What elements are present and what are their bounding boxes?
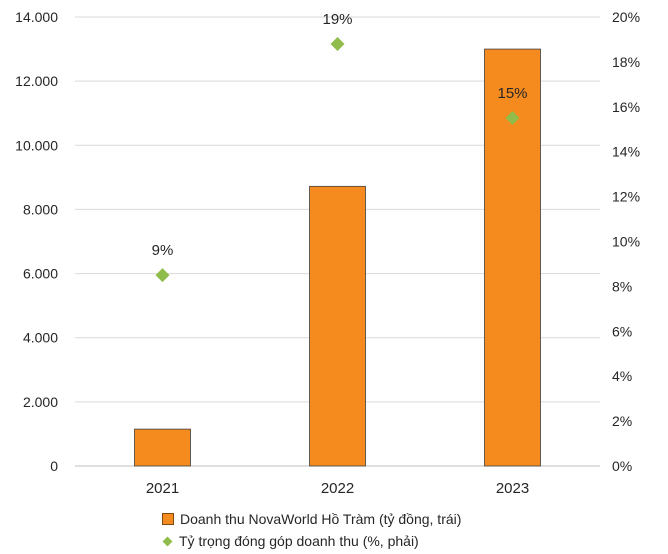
category-labels: 2021 2022 2023 [146, 480, 529, 497]
data-label: 9% [152, 242, 174, 259]
category-label: 2022 [321, 480, 354, 497]
right-tick-label: 10% [612, 234, 640, 250]
legend-item-bar: Doanh thu NovaWorld Hồ Tràm (tỷ đồng, tr… [162, 508, 461, 530]
legend-bar-swatch [162, 513, 174, 525]
left-tick-label: 2.000 [23, 394, 58, 410]
right-tick-label: 4% [612, 368, 632, 384]
diamond-point [330, 36, 345, 51]
legend-diamond-swatch [162, 536, 173, 546]
right-tick-label: 18% [612, 54, 640, 70]
left-tick-label: 6.000 [23, 266, 58, 282]
scatter-series: 9% 19% 15% [152, 11, 528, 283]
legend-label-bar: Doanh thu NovaWorld Hồ Tràm (tỷ đồng, tr… [180, 511, 462, 527]
right-tick-label: 14% [612, 144, 640, 160]
data-label: 15% [497, 85, 527, 102]
legend-label-scatter: Tỷ trọng đóng góp doanh thu (%, phải) [179, 533, 419, 549]
right-axis-ticks: 0% 2% 4% 6% 8% 10% 12% 14% 16% 18% 20% [612, 9, 640, 474]
right-tick-label: 16% [612, 99, 640, 115]
right-tick-label: 6% [612, 323, 632, 339]
left-tick-label: 8.000 [23, 201, 58, 217]
left-tick-label: 12.000 [15, 73, 58, 89]
diamond-point [155, 268, 170, 283]
bar-series [134, 48, 541, 467]
left-tick-label: 0 [50, 458, 58, 474]
diamond-point [505, 111, 520, 126]
data-label: 19% [322, 11, 352, 28]
right-tick-label: 8% [612, 278, 632, 294]
left-tick-label: 4.000 [23, 330, 58, 346]
right-tick-label: 12% [612, 189, 640, 205]
bar [134, 428, 191, 467]
right-tick-label: 0% [612, 458, 632, 474]
category-label: 2021 [146, 480, 179, 497]
category-label: 2023 [496, 480, 529, 497]
right-tick-label: 2% [612, 413, 632, 429]
right-tick-label: 20% [612, 9, 640, 25]
legend: Doanh thu NovaWorld Hồ Tràm (tỷ đồng, tr… [162, 508, 461, 552]
bar [309, 185, 366, 467]
left-axis-ticks: 0 2.000 4.000 6.000 8.000 10.000 12.000 14.000 [15, 9, 58, 474]
left-tick-label: 14.000 [15, 9, 58, 25]
left-tick-label: 10.000 [15, 137, 58, 153]
legend-item-scatter: Tỷ trọng đóng góp doanh thu (%, phải) [162, 530, 461, 552]
